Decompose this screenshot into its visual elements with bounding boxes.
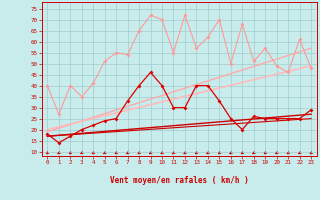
X-axis label: Vent moyen/en rafales ( km/h ): Vent moyen/en rafales ( km/h ) (110, 176, 249, 185)
